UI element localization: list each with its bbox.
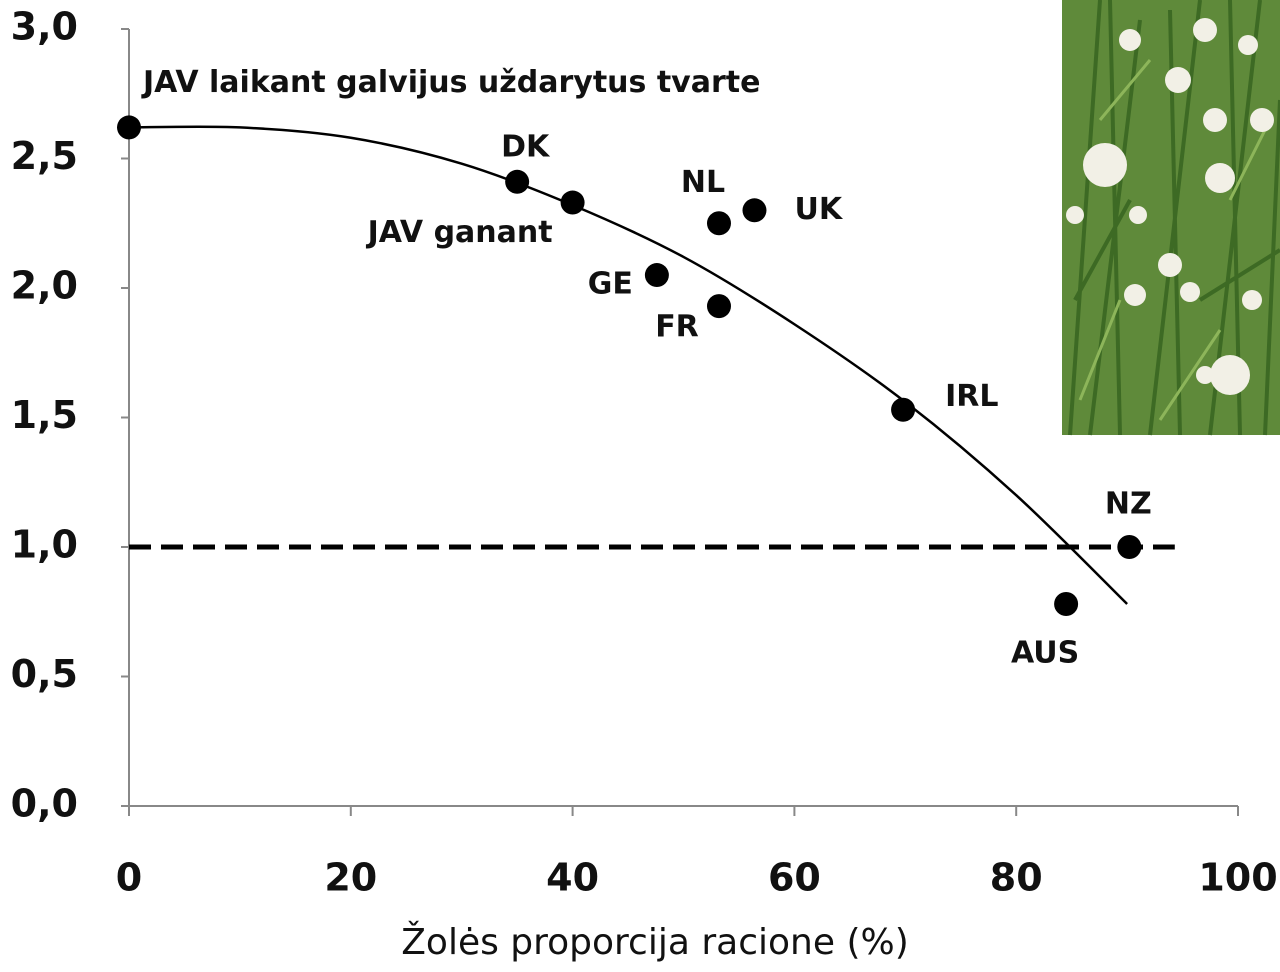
y-tick-label: 2,0 [11,264,78,308]
point-label: NZ [1105,487,1152,522]
point-label: NL [681,165,725,200]
data-point [707,211,731,235]
x-tick-label: 60 [768,856,821,900]
point-label: GE [588,267,633,302]
x-tick-label: 40 [546,856,599,900]
x-tick-label: 0 [116,856,142,900]
data-point [1054,592,1078,616]
data-point [742,198,766,222]
y-tick-label: 2,5 [11,134,78,178]
data-point [561,191,585,215]
point-label: JAV ganant [366,215,553,250]
trend-line [129,127,1127,604]
point-label: UK [794,192,843,227]
page: {"chart_data": {"type": "scatter", "x_la… [0,0,1280,972]
x-tick-label: 80 [990,856,1043,900]
chart: Žolės proporcija racione (%) 0,0 0,5 1,0 1,… [0,0,1280,972]
data-point [117,115,141,139]
data-point [891,398,915,422]
y-tick-label: 1,0 [11,523,78,567]
clover-photo [1062,0,1280,435]
point-label: FR [655,310,699,345]
point-label: AUS [1011,635,1079,670]
point-label: JAV laikant galvijus uždarytus tvarte [141,65,760,100]
y-tick-label: 3,0 [11,5,78,49]
data-point [645,263,669,287]
y-tick-label: 0,0 [11,782,78,826]
x-tick-label: 20 [324,856,377,900]
point-label: IRL [945,379,998,414]
data-point [707,294,731,318]
x-axis-label: Žolės proporcija racione (%) [401,921,909,963]
y-tick-label: 1,5 [11,393,78,437]
y-tick-label: 0,5 [11,652,78,696]
data-point [505,170,529,194]
data-point [1117,535,1141,559]
point-label: DK [501,129,551,164]
x-tick-label: 100 [1198,856,1277,900]
